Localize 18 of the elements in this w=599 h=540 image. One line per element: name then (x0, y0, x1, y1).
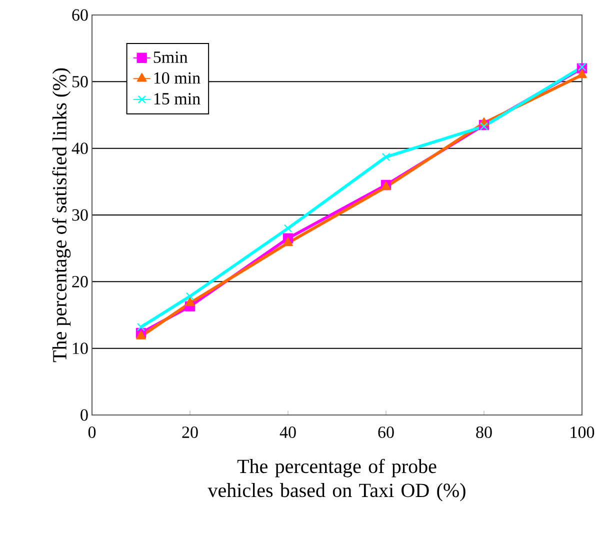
y-tick-label: 0 (80, 409, 88, 421)
y-tick-label: 10 (72, 342, 88, 354)
y-tick-label: 50 (72, 76, 88, 88)
x-tick-label: 40 (280, 426, 296, 438)
legend-label: 10 min (154, 72, 200, 84)
y-axis-title: The percentage of satisfied links (%) (52, 68, 71, 362)
x-tick-label: 100 (570, 426, 594, 438)
x-tick-label: 0 (88, 426, 96, 438)
x-tick-label: 80 (476, 426, 492, 438)
x-tick-label: 60 (378, 426, 394, 438)
legend-label: 5min (154, 51, 188, 63)
y-tick-label: 20 (72, 276, 88, 288)
y-tick-label: 40 (72, 142, 88, 154)
y-tick-label: 30 (72, 209, 88, 221)
x-tick-label: 20 (182, 426, 198, 438)
x-axis-title: The percentage of probe vehicles based on Taxi OD (%) (208, 458, 466, 502)
y-tick-label: 60 (72, 9, 88, 21)
legend-label: 15 min (154, 93, 200, 104)
